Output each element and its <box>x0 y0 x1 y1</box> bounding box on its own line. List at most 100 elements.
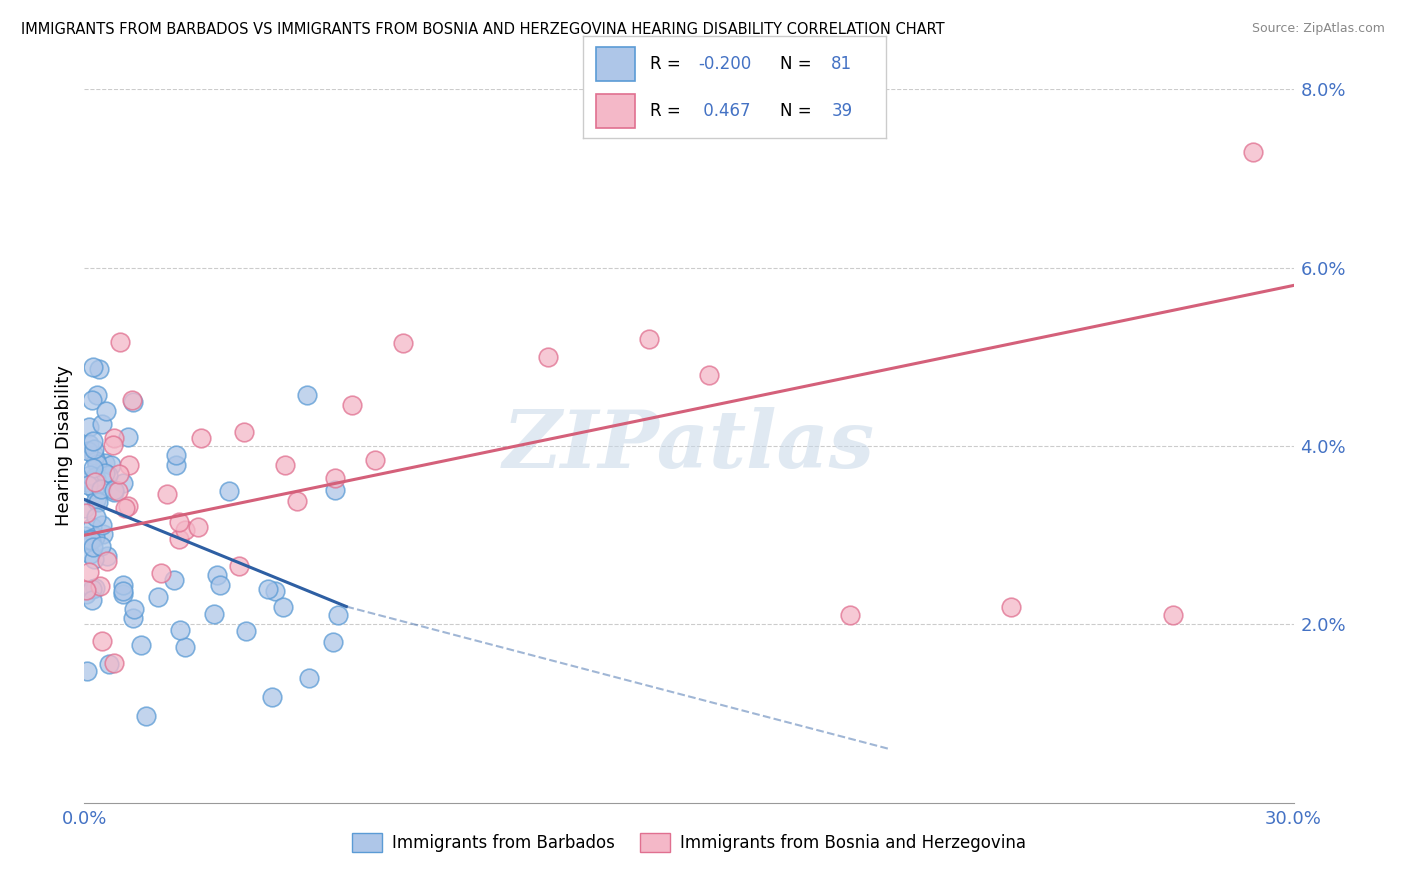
Point <box>148 591 170 605</box>
Point <box>94 404 117 418</box>
Point <box>322 635 344 649</box>
Text: -0.200: -0.200 <box>699 55 752 73</box>
Point <box>167 515 190 529</box>
Point <box>84 510 107 524</box>
Point <box>83 530 105 544</box>
Point <box>135 709 157 723</box>
Point <box>218 484 240 499</box>
Point <box>117 430 139 444</box>
Point <box>167 532 190 546</box>
Point <box>83 482 105 496</box>
Point <box>260 690 283 705</box>
Point <box>697 368 720 382</box>
FancyBboxPatch shape <box>596 47 636 81</box>
Point <box>82 359 104 374</box>
Point <box>91 526 114 541</box>
Text: 81: 81 <box>831 55 852 73</box>
Point <box>202 607 225 621</box>
Point <box>89 579 111 593</box>
Point <box>91 417 114 432</box>
Point <box>163 574 186 588</box>
Point <box>637 332 659 346</box>
Point <box>87 495 110 509</box>
Point <box>90 540 112 554</box>
Point <box>79 532 101 546</box>
Point <box>298 672 321 686</box>
Point <box>79 467 101 482</box>
Point <box>186 520 208 534</box>
Point <box>118 458 141 473</box>
Point <box>121 392 143 407</box>
Point <box>75 587 97 601</box>
Point <box>80 520 103 534</box>
Point <box>80 533 103 548</box>
Point <box>233 425 256 440</box>
Point <box>75 506 97 520</box>
Point <box>257 582 280 597</box>
Point <box>110 335 132 350</box>
Text: R =: R = <box>650 102 686 120</box>
Text: 0.467: 0.467 <box>699 102 751 120</box>
Point <box>86 458 108 472</box>
Point <box>82 461 104 475</box>
Point <box>84 475 107 489</box>
Point <box>112 583 135 598</box>
Text: 39: 39 <box>831 102 852 120</box>
Point <box>103 438 125 452</box>
Point <box>97 657 120 671</box>
Point <box>165 448 187 462</box>
Point <box>83 469 105 483</box>
Point <box>121 611 143 625</box>
Point <box>340 399 363 413</box>
Point <box>228 559 250 574</box>
Point <box>326 607 349 622</box>
Point <box>103 484 125 499</box>
Point <box>122 602 145 616</box>
Point <box>77 533 100 548</box>
Point <box>1000 599 1022 614</box>
Point <box>77 437 100 451</box>
Point <box>100 458 122 472</box>
Point <box>112 587 135 601</box>
Point <box>1241 145 1264 159</box>
Point <box>271 599 294 614</box>
Point <box>76 665 98 679</box>
Point <box>111 577 134 591</box>
Point <box>839 608 862 623</box>
Point <box>117 499 139 513</box>
Point <box>1161 608 1184 623</box>
Point <box>323 471 346 485</box>
Point <box>208 578 231 592</box>
Point <box>84 581 107 595</box>
Point <box>96 554 118 568</box>
Point <box>75 582 97 597</box>
Point <box>107 484 129 499</box>
Point <box>79 420 101 434</box>
Point <box>80 393 103 408</box>
Point <box>174 640 197 655</box>
Point <box>84 492 107 507</box>
Point <box>82 540 104 554</box>
Point <box>86 388 108 402</box>
Point <box>129 639 152 653</box>
FancyBboxPatch shape <box>596 95 636 128</box>
Point <box>165 458 187 473</box>
Point <box>273 458 295 472</box>
Point <box>80 582 103 597</box>
Point <box>83 448 105 462</box>
Text: Source: ZipAtlas.com: Source: ZipAtlas.com <box>1251 22 1385 36</box>
Point <box>79 548 101 562</box>
Point <box>108 467 131 482</box>
Point <box>285 494 308 508</box>
Point <box>325 483 347 498</box>
Point <box>89 361 111 376</box>
Point <box>156 486 179 500</box>
Point <box>392 335 415 350</box>
Legend: Immigrants from Barbados, Immigrants from Bosnia and Herzegovina: Immigrants from Barbados, Immigrants fro… <box>346 827 1032 859</box>
Point <box>83 552 105 566</box>
Point <box>121 395 143 409</box>
Point <box>94 467 117 481</box>
Point <box>73 529 96 543</box>
Point <box>112 475 135 490</box>
Point <box>364 452 387 467</box>
